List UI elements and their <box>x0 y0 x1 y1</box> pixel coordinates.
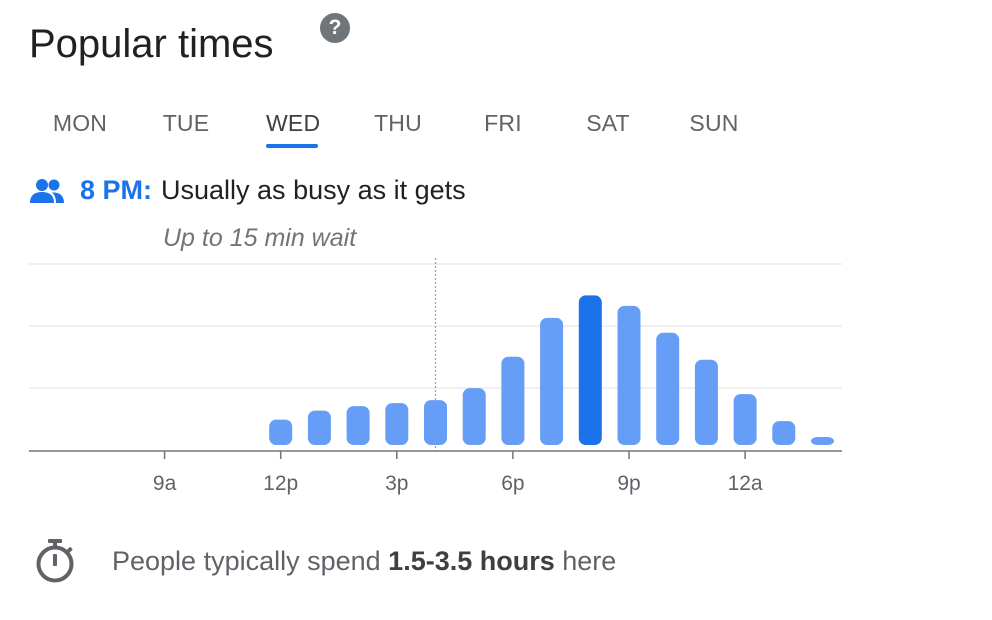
tab-sat[interactable]: SAT <box>585 98 631 146</box>
duration-suffix: here <box>554 545 617 576</box>
tab-label: FRI <box>484 110 522 136</box>
day-tabs: MON TUE WED THU FRI SAT SUN <box>29 98 769 148</box>
status-description: Usually as busy as it gets <box>161 175 466 205</box>
x-tick-label: 9p <box>617 472 640 495</box>
bar-11p <box>694 359 718 445</box>
bar-10p <box>656 332 680 445</box>
tab-mon[interactable]: MON <box>29 98 131 146</box>
help-icon[interactable]: ? <box>320 13 350 43</box>
x-tick-label: 12a <box>728 472 763 495</box>
bar-1a <box>772 421 796 445</box>
live-status: 8 PM: Usually as busy as it gets <box>30 175 466 206</box>
x-tick-label: 9a <box>153 472 177 495</box>
status-time: 8 PM: <box>80 175 153 205</box>
wait-time: Up to 15 min wait <box>163 224 357 252</box>
bar-2a <box>811 437 834 445</box>
tab-sun[interactable]: SUN <box>689 98 739 146</box>
bar-12p <box>269 419 293 445</box>
tab-label: SAT <box>586 110 630 136</box>
duration-value: 1.5-3.5 hours <box>388 545 555 576</box>
tab-wed[interactable]: WED <box>266 98 321 148</box>
tab-label: WED <box>266 110 321 136</box>
visit-duration: People typically spend 1.5-3.5 hours her… <box>34 538 616 584</box>
bar-4p <box>424 400 447 445</box>
x-tick-label: 6p <box>501 472 524 495</box>
bar-3p <box>385 403 409 445</box>
tab-label: MON <box>52 110 108 136</box>
tab-label: TUE <box>162 110 210 136</box>
selected-tab-indicator <box>266 144 318 148</box>
tab-thu[interactable]: THU <box>371 98 425 146</box>
page-title: Popular times <box>29 22 274 66</box>
stopwatch-icon <box>36 539 74 583</box>
bar-9p <box>617 305 641 445</box>
bar-8p <box>578 295 602 445</box>
bar-6p <box>501 356 525 445</box>
tab-fri[interactable]: FRI <box>484 98 522 146</box>
bar-7p <box>540 317 564 445</box>
popular-times-chart: 9a 12p 3p 6p 9p 12a <box>29 258 842 495</box>
tab-label: SUN <box>689 110 739 136</box>
people-icon <box>30 178 64 203</box>
tab-tue[interactable]: TUE <box>161 98 211 146</box>
bar-5p <box>462 388 486 445</box>
duration-prefix: People typically spend <box>112 545 389 576</box>
tab-label: THU <box>374 110 422 136</box>
bar-12a <box>733 394 757 445</box>
x-tick-label: 12p <box>263 472 298 495</box>
bar-1p <box>307 410 331 445</box>
bar-2p <box>346 406 370 445</box>
x-tick-label: 3p <box>385 472 408 495</box>
